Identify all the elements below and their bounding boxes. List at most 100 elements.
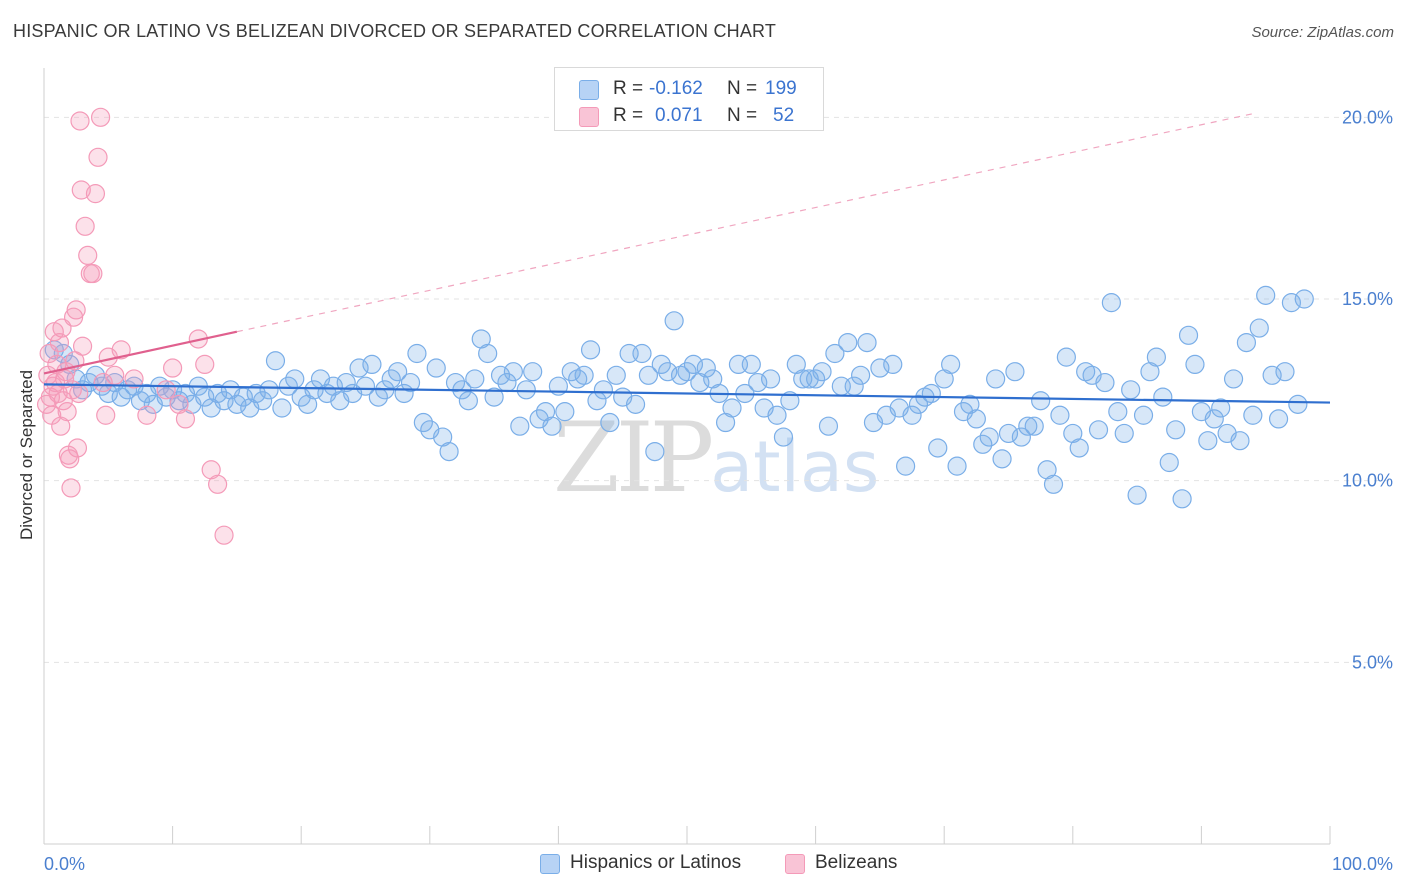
correlation-legend: R = -0.162 N = 199 R = 0.071 N = 52 (554, 67, 824, 131)
y-tick-label-2: 15.0% (1342, 289, 1393, 309)
hispanic-point-52 (381, 369, 401, 389)
legend-n-label: N = (727, 105, 758, 126)
hispanic-point-133 (902, 405, 922, 425)
belizean-point-39 (105, 365, 125, 385)
watermark-atlas: atlas (710, 426, 880, 508)
hispanic-point-194 (1294, 289, 1314, 309)
belizean-point-19 (61, 478, 81, 498)
hispanic-point-34 (265, 351, 286, 371)
hispanic-point-23 (195, 387, 215, 407)
hispanic-point-82 (574, 365, 594, 385)
belizean-point-18 (60, 449, 80, 469)
bottom-legend-swatch-hispanic (540, 854, 560, 874)
hispanic-trend-line (43, 383, 1331, 404)
legend-row-belizean: R = 0.071 N = 52 (555, 101, 823, 129)
hispanic-point-94 (651, 354, 671, 374)
hispanic-point-90 (625, 394, 646, 414)
hispanic-point-28 (227, 394, 247, 414)
hispanic-point-134 (908, 394, 929, 414)
hispanic-point-151 (1018, 416, 1038, 436)
hispanic-point-32 (253, 391, 273, 411)
hispanic-point-72 (510, 416, 530, 436)
hispanic-point-35 (272, 398, 292, 418)
hispanic-point-166 (1114, 423, 1134, 444)
hispanic-point-139 (941, 354, 961, 374)
hispanic-point-180 (1204, 409, 1224, 429)
y-tick-label-3: 20.0% (1342, 107, 1393, 127)
hispanic-point-99 (683, 354, 704, 374)
belizean-point-34 (88, 147, 108, 167)
hispanic-point-108 (741, 354, 761, 374)
belizean-point-51 (214, 525, 234, 545)
y-tick-label-0: 5.0% (1352, 652, 1393, 672)
hispanic-point-132 (896, 456, 916, 476)
legend-n-value: 199 (765, 78, 797, 99)
hispanic-point-179 (1198, 431, 1218, 451)
hispanic-point-190 (1268, 409, 1289, 429)
belizean-point-46 (175, 409, 196, 429)
hispanic-point-61 (439, 442, 459, 462)
legend-r-value: 0.071 (655, 105, 703, 126)
hispanic-point-174 (1166, 420, 1186, 440)
y-tick-label-1: 10.0% (1342, 471, 1393, 491)
hispanic-point-69 (490, 365, 511, 385)
hispanic-point-113 (773, 427, 794, 447)
source-label: Source: ZipAtlas.com (1251, 24, 1394, 41)
belizean-point-42 (137, 405, 157, 425)
hispanic-point-80 (561, 362, 581, 382)
belizean-point-30 (78, 245, 98, 265)
belizean-point-23 (66, 300, 86, 320)
hispanic-point-47 (349, 358, 369, 378)
hispanic-point-191 (1275, 362, 1295, 382)
hispanic-point-40 (304, 380, 324, 400)
hispanic-point-125 (851, 365, 871, 385)
hispanic-point-33 (259, 380, 279, 400)
y-axis-label: Divorced or Separated (17, 370, 36, 540)
hispanic-point-167 (1121, 380, 1141, 400)
hispanic-point-128 (870, 358, 890, 378)
hispanic-point-114 (780, 391, 800, 411)
hispanic-point-157 (1056, 347, 1076, 367)
hispanic-point-176 (1178, 325, 1199, 345)
hispanic-point-26 (214, 391, 234, 411)
hispanic-point-123 (838, 333, 858, 353)
belizean-point-32 (83, 263, 103, 284)
hispanic-point-68 (484, 387, 504, 407)
legend-r-label: R = (613, 105, 644, 126)
hispanic-point-25 (208, 383, 228, 404)
belizean-point-21 (63, 307, 84, 327)
belizean-point-44 (163, 358, 183, 378)
hispanic-point-143 (966, 409, 986, 429)
hispanic-point-175 (1172, 489, 1192, 509)
hispanic-point-98 (677, 362, 697, 382)
legend-n-value: 52 (773, 105, 795, 126)
hispanic-point-152 (1024, 416, 1044, 436)
hispanic-point-185 (1236, 333, 1257, 353)
belizean-point-35 (90, 107, 111, 127)
legend-n-label: N = (727, 78, 758, 99)
hispanic-point-48 (355, 376, 376, 396)
legend-swatch-hispanic (579, 80, 599, 100)
belizean-point-27 (71, 180, 91, 200)
belizean-trend-line (43, 330, 238, 375)
hispanic-point-111 (760, 369, 781, 389)
hispanic-point-49 (362, 354, 382, 374)
belizean-point-29 (75, 216, 95, 236)
belizean-point-33 (85, 184, 106, 204)
hispanic-point-159 (1069, 438, 1089, 458)
hispanic-point-119 (812, 362, 832, 382)
hispanic-point-177 (1185, 354, 1205, 374)
hispanic-point-101 (696, 358, 716, 378)
hispanic-point-169 (1133, 405, 1154, 425)
hispanic-point-97 (670, 365, 691, 385)
legend-r-label: R = (613, 78, 644, 99)
watermark: ZIPatlas (553, 402, 879, 514)
hispanic-point-146 (986, 369, 1006, 389)
hispanic-point-121 (825, 343, 845, 364)
bottom-legend-label-belizean: Belizeans (815, 852, 898, 873)
chart-title: HISPANIC OR LATINO VS BELIZEAN DIVORCED … (13, 21, 777, 41)
hispanic-point-187 (1249, 318, 1269, 338)
hispanic-point-120 (818, 416, 839, 436)
hispanic-point-172 (1153, 387, 1173, 407)
belizean-point-40 (111, 340, 131, 360)
